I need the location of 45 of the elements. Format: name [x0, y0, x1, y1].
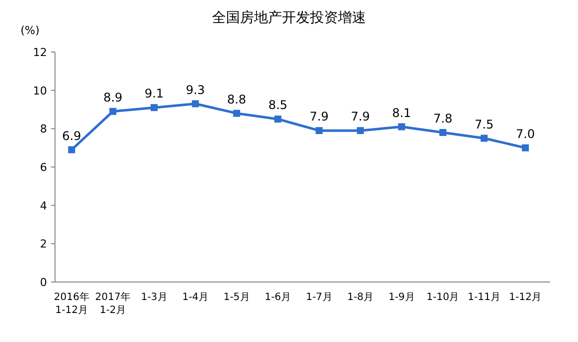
y-tick-label: 4	[40, 199, 47, 212]
point	[356, 127, 364, 134]
point	[233, 110, 240, 117]
y-tick-label: 0	[40, 276, 47, 289]
point	[192, 100, 199, 108]
data-label: 7.0	[516, 126, 535, 141]
x-tick-label: 1-10月	[426, 292, 460, 303]
point	[150, 104, 158, 112]
point	[480, 134, 488, 142]
point	[68, 146, 76, 154]
data-label: 6.9	[62, 128, 82, 143]
x-tick-label: 1-6月	[264, 292, 292, 303]
data-label: 8.9	[103, 90, 122, 104]
data-label: 8.8	[227, 92, 246, 106]
y-axis-title: (%)	[20, 24, 40, 37]
data-label: 9.3	[186, 82, 205, 97]
y-tick-label: 8	[40, 122, 47, 136]
x-tick-label: 1-9月	[388, 292, 415, 303]
x-tick-label: 2017年 1-2月	[95, 291, 131, 316]
data-label: 7.9	[350, 110, 370, 124]
point	[274, 116, 282, 123]
x-tick-label: 1-12月	[509, 292, 542, 303]
x-tick-label: 2016年 1-12月	[54, 291, 90, 316]
point	[522, 144, 529, 152]
x-tick-label: 1-5月	[223, 292, 250, 303]
data-label: 7.5	[474, 117, 494, 132]
data-label: 7.8	[433, 112, 452, 126]
data-label: 8.1	[392, 106, 412, 120]
x-tick-label: 1-4月	[182, 292, 209, 303]
x-tick-label: 1-3月	[140, 292, 168, 303]
y-tick-label: 12	[33, 46, 47, 59]
chart-title: 全国房地产开发投资增速	[212, 10, 366, 26]
x-tick-label: 1-8月	[347, 292, 374, 303]
y-tick-label: 6	[40, 161, 47, 174]
x-tick-label: 1-11月	[468, 292, 500, 303]
point	[109, 108, 116, 115]
x-tick-label: 1-7月	[306, 292, 332, 303]
data-label: 9.1	[144, 86, 164, 101]
point	[439, 129, 446, 136]
y-tick-label: 10	[33, 84, 47, 98]
point	[316, 127, 323, 134]
data-label: 8.5	[268, 98, 288, 112]
point	[398, 123, 406, 130]
y-tick-label: 2	[40, 238, 47, 251]
data-label: 7.9	[310, 110, 329, 124]
